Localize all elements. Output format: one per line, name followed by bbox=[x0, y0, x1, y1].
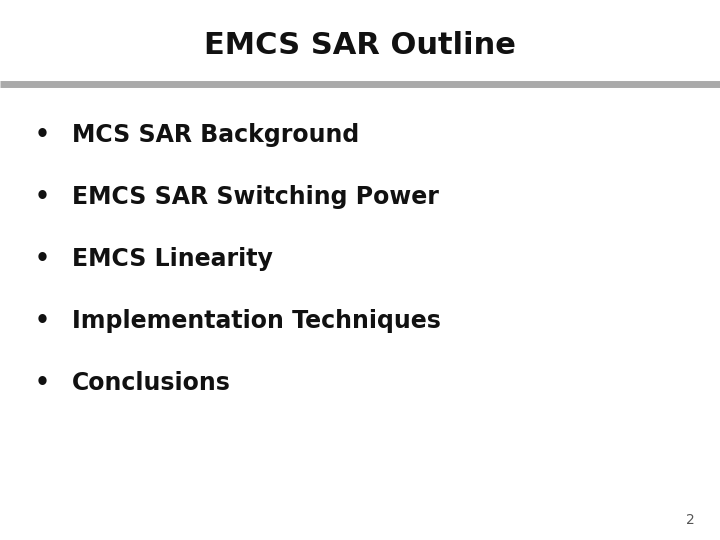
Text: Conclusions: Conclusions bbox=[72, 372, 231, 395]
Text: •: • bbox=[35, 372, 49, 395]
Text: EMCS SAR Switching Power: EMCS SAR Switching Power bbox=[72, 185, 439, 209]
Text: 2: 2 bbox=[686, 512, 695, 526]
Text: MCS SAR Background: MCS SAR Background bbox=[72, 123, 359, 147]
Text: •: • bbox=[35, 247, 49, 271]
Text: •: • bbox=[35, 309, 49, 333]
Text: •: • bbox=[35, 185, 49, 209]
Text: Implementation Techniques: Implementation Techniques bbox=[72, 309, 441, 333]
Text: EMCS SAR Outline: EMCS SAR Outline bbox=[204, 31, 516, 60]
Text: •: • bbox=[35, 123, 49, 147]
Text: EMCS Linearity: EMCS Linearity bbox=[72, 247, 273, 271]
